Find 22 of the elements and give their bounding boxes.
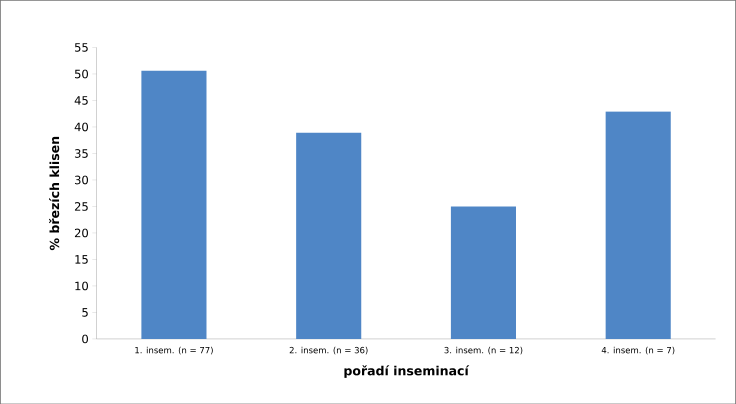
bar [450, 206, 516, 339]
y-axis-title: % březích klisen [49, 136, 60, 250]
x-tick-label: 2. insem. (n = 36) [290, 346, 368, 354]
y-tick-label: 35 [74, 148, 88, 158]
y-tick-label: 5 [82, 308, 88, 317]
x-tick-label: 1. insem. (n = 77) [135, 346, 213, 354]
y-tick-label: 20 [74, 228, 88, 238]
bar [606, 111, 671, 339]
y-tick-label: 40 [74, 122, 88, 132]
bar [296, 132, 362, 339]
y-tick-label: 10 [75, 281, 88, 290]
x-tick-label: 3. insem. (n = 12) [444, 346, 522, 354]
y-tick-label: 55 [74, 42, 88, 52]
y-tick-label: 30 [74, 175, 88, 184]
x-axis-title: pořadí inseminací [344, 365, 470, 378]
bar [141, 70, 206, 339]
y-tick-label: 0 [82, 334, 88, 344]
y-tick-label: 50 [74, 69, 88, 78]
x-tick-label: 4. insem. (n = 7) [602, 346, 674, 354]
y-tick-label: 45 [74, 96, 88, 105]
y-tick-label: 25 [74, 202, 88, 211]
y-tick-label: 15 [75, 254, 88, 264]
